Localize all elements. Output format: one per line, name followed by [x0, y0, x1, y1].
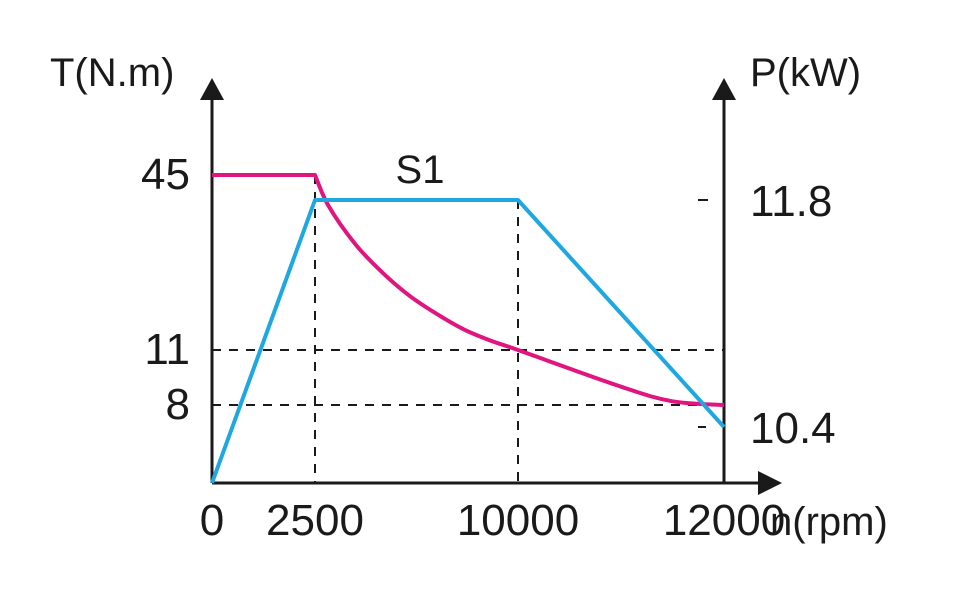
left-tick-label: 45 [141, 150, 190, 199]
right-tick-label: 10.4 [750, 404, 836, 453]
x-tick-label: 12000 [663, 496, 785, 545]
labels: T(N.m) P(kW) n(rpm) 45 11 8 11.8 10.4 0 2500 10000… [50, 51, 888, 545]
torque-series-line [212, 173, 725, 407]
power-series-line [210, 198, 726, 484]
x-tick-label: 0 [200, 496, 224, 545]
x-axis-title: n(rpm) [770, 500, 888, 544]
axes [200, 78, 782, 495]
left-tick-label: 8 [166, 380, 190, 429]
right-axis-title: P(kW) [750, 51, 861, 95]
series-group [210, 173, 726, 484]
right-y-axis-arrow [712, 78, 736, 100]
left-y-axis-arrow [200, 78, 224, 100]
guide-lines [212, 175, 724, 483]
right-tick-label: 11.8 [750, 177, 832, 226]
x-tick-label: 2500 [266, 496, 364, 545]
left-axis-title: T(N.m) [50, 51, 174, 95]
left-tick-label: 11 [144, 325, 190, 374]
x-axis-arrow [758, 471, 782, 495]
x-tick-label: 10000 [457, 496, 579, 545]
series-label-s1: S1 [396, 148, 445, 192]
